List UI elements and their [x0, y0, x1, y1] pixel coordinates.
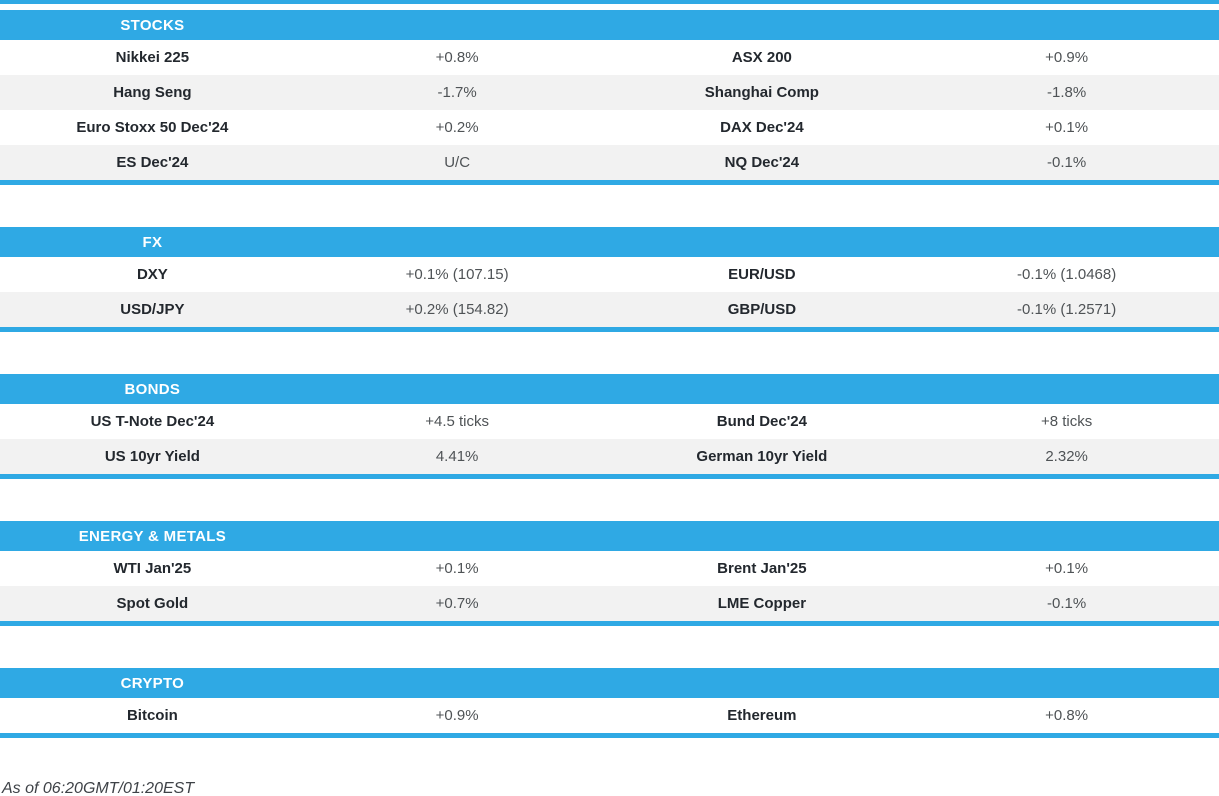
- instrument-value: +0.1%: [1045, 119, 1089, 136]
- section-header: ENERGY & METALS: [0, 521, 1219, 551]
- instrument-value: -0.1% (1.0468): [1017, 266, 1117, 283]
- instrument-name: NQ Dec'24: [724, 154, 800, 171]
- instrument-value: +0.9%: [1045, 49, 1089, 66]
- table-row: Nikkei 225 +0.8% ASX 200 +0.9%: [0, 40, 1219, 75]
- instrument-name: WTI Jan'25: [113, 560, 192, 577]
- instrument-name: Shanghai Comp: [704, 84, 819, 101]
- table-row: ES Dec'24 U/C NQ Dec'24 -0.1%: [0, 145, 1219, 180]
- instrument-value: +0.8%: [1045, 707, 1089, 724]
- instrument-name: Ethereum: [727, 707, 797, 724]
- instrument-value: +4.5 ticks: [425, 413, 490, 430]
- instrument-value: 4.41%: [435, 448, 479, 465]
- instrument-name: LME Copper: [717, 595, 807, 612]
- table-row: Spot Gold +0.7% LME Copper -0.1%: [0, 586, 1219, 621]
- section-bottom-border: [0, 474, 1219, 479]
- section-header: CRYPTO: [0, 668, 1219, 698]
- instrument-name: Nikkei 225: [115, 49, 190, 66]
- section-header: FX: [0, 227, 1219, 257]
- instrument-value: +0.7%: [435, 595, 479, 612]
- instrument-value: +0.1% (107.15): [405, 266, 509, 283]
- section-bonds: BONDS US T-Note Dec'24 +4.5 ticks Bund D…: [0, 374, 1219, 479]
- section-stocks: STOCKS Nikkei 225 +0.8% ASX 200 +0.9% Ha…: [0, 10, 1219, 185]
- section-header: BONDS: [0, 374, 1219, 404]
- instrument-name: Bund Dec'24: [716, 413, 807, 430]
- section-fx: FX DXY +0.1% (107.15) EUR/USD -0.1% (1.0…: [0, 227, 1219, 332]
- table-row: Hang Seng -1.7% Shanghai Comp -1.8%: [0, 75, 1219, 110]
- instrument-name: Bitcoin: [126, 707, 178, 724]
- instrument-value: 2.32%: [1045, 448, 1088, 465]
- instrument-value: +8 ticks: [1040, 413, 1093, 430]
- section-bottom-border: [0, 621, 1219, 626]
- instrument-value: +0.2% (154.82): [405, 301, 509, 318]
- as-of-timestamp: As of 06:20GMT/01:20EST: [2, 780, 195, 796]
- instrument-name: DAX Dec'24: [720, 119, 804, 136]
- instrument-value: -0.1%: [1047, 154, 1087, 171]
- instrument-name: Euro Stoxx 50 Dec'24: [76, 119, 229, 136]
- instrument-name: GBP/USD: [727, 301, 797, 318]
- table-row: USD/JPY +0.2% (154.82) GBP/USD -0.1% (1.…: [0, 292, 1219, 327]
- instrument-name: USD/JPY: [120, 301, 185, 318]
- table-row: Bitcoin +0.9% Ethereum +0.8%: [0, 698, 1219, 733]
- top-border: [0, 0, 1219, 4]
- section-bottom-border: [0, 327, 1219, 332]
- instrument-name: EUR/USD: [728, 266, 796, 283]
- table-row: US T-Note Dec'24 +4.5 ticks Bund Dec'24 …: [0, 404, 1219, 439]
- instrument-value: U/C: [444, 154, 471, 171]
- instrument-name: ES Dec'24: [116, 154, 189, 171]
- section-header: STOCKS: [0, 10, 1219, 40]
- section-energy-metals: ENERGY & METALS WTI Jan'25 +0.1% Brent J…: [0, 521, 1219, 626]
- section-title: CRYPTO: [120, 674, 185, 692]
- instrument-value: -1.7%: [437, 84, 477, 101]
- instrument-value: +0.8%: [435, 49, 479, 66]
- instrument-name: DXY: [136, 266, 168, 283]
- section-bottom-border: [0, 733, 1219, 738]
- instrument-name: US T-Note Dec'24: [90, 413, 215, 430]
- table-row: WTI Jan'25 +0.1% Brent Jan'25 +0.1%: [0, 551, 1219, 586]
- section-title: FX: [142, 233, 163, 251]
- section-title: STOCKS: [120, 16, 185, 34]
- instrument-value: -1.8%: [1047, 84, 1087, 101]
- section-crypto: CRYPTO Bitcoin +0.9% Ethereum +0.8%: [0, 668, 1219, 738]
- instrument-name: Brent Jan'25: [717, 560, 807, 577]
- instrument-value: +0.9%: [435, 707, 479, 724]
- instrument-value: +0.2%: [435, 119, 479, 136]
- instrument-name: US 10yr Yield: [104, 448, 200, 465]
- instrument-value: +0.1%: [435, 560, 479, 577]
- table-row: Euro Stoxx 50 Dec'24 +0.2% DAX Dec'24 +0…: [0, 110, 1219, 145]
- section-title: ENERGY & METALS: [78, 527, 227, 545]
- instrument-name: Hang Seng: [113, 84, 192, 101]
- table-row: US 10yr Yield 4.41% German 10yr Yield 2.…: [0, 439, 1219, 474]
- table-row: DXY +0.1% (107.15) EUR/USD -0.1% (1.0468…: [0, 257, 1219, 292]
- instrument-name: German 10yr Yield: [696, 448, 828, 465]
- section-title: BONDS: [124, 380, 181, 398]
- instrument-name: ASX 200: [731, 49, 792, 66]
- section-bottom-border: [0, 180, 1219, 185]
- instrument-name: Spot Gold: [116, 595, 189, 612]
- instrument-value: -0.1% (1.2571): [1017, 301, 1117, 318]
- instrument-value: -0.1%: [1047, 595, 1087, 612]
- instrument-value: +0.1%: [1045, 560, 1089, 577]
